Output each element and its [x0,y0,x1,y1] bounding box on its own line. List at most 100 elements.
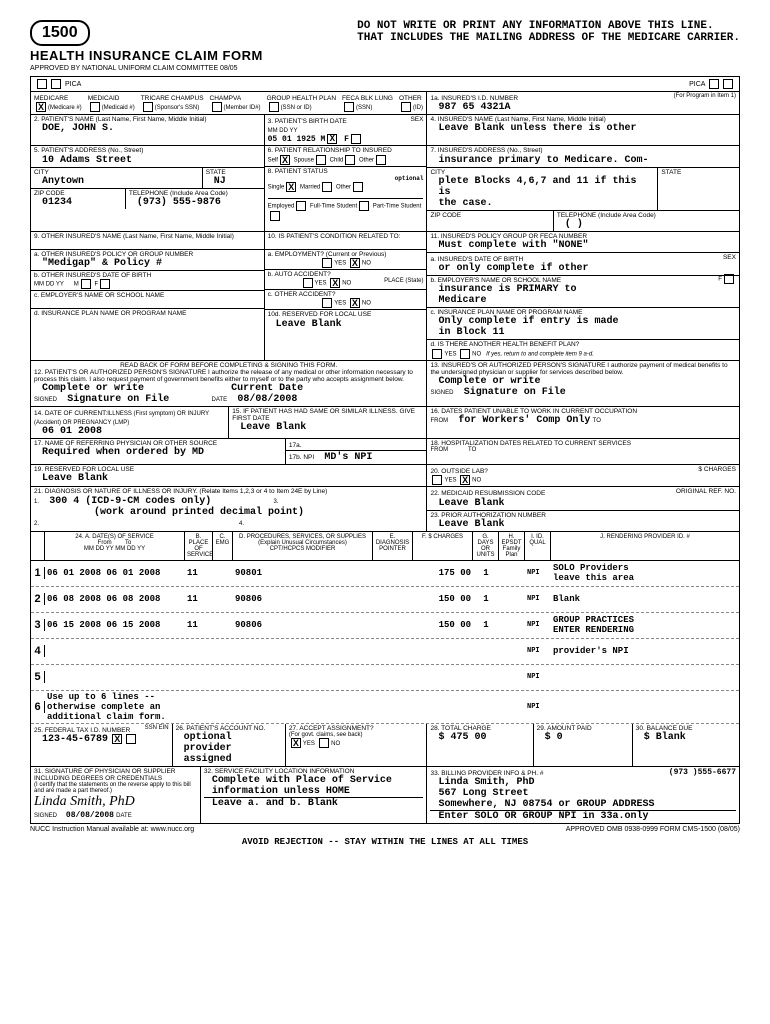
svc-dates[interactable] [45,676,185,678]
svc-h[interactable] [499,650,525,652]
tax-id[interactable]: 123-45-6789 [34,734,108,745]
patient-zip[interactable]: 01234 [34,197,122,208]
patient-city[interactable]: Anytown [34,176,199,187]
chk-sex-m[interactable]: X [327,134,337,144]
lbl-group: GROUP HEALTH PLAN [267,95,336,102]
chk-medicaid[interactable] [90,102,100,112]
chk-emp-no[interactable]: X [350,258,360,268]
svc-h[interactable] [499,676,525,678]
svc-emg[interactable] [213,676,233,678]
svc-dates[interactable]: 06 01 2008 06 01 2008 [45,567,185,579]
insured-name[interactable]: Leave Blank unless there is other [430,123,736,134]
svc-diag[interactable] [373,650,413,652]
svc-render[interactable]: GROUP PRACTICESENTER RENDERING [551,614,739,636]
svc-emg[interactable] [213,598,233,600]
chk-lab-no[interactable]: X [460,475,470,485]
diag1[interactable]: 300 4 (ICD-9-CM codes only) [41,496,211,507]
svc-emg[interactable] [213,650,233,652]
svc-h[interactable] [499,706,525,708]
insured-id[interactable]: 987 65 4321A [430,102,736,113]
chk-sex-f[interactable] [351,134,361,144]
svc-charge[interactable]: 150 00 [413,619,473,631]
chk-group[interactable] [269,102,279,112]
patient-name[interactable]: DOE, JOHN S. [34,123,261,134]
svc-emg[interactable] [213,624,233,626]
chk-single[interactable]: X [286,182,296,192]
svc-diag[interactable] [373,624,413,626]
svc-cpt[interactable]: 90806 [233,593,373,605]
svc-h[interactable] [499,572,525,574]
amt-paid[interactable]: 0 [557,732,563,743]
svc-h[interactable] [499,598,525,600]
svc-units[interactable] [473,676,499,678]
svc-render[interactable]: Blank [551,593,739,605]
svc-diag[interactable] [373,598,413,600]
svc-charge[interactable] [413,706,473,708]
chk-other-no[interactable]: X [350,298,360,308]
patient-sig[interactable]: Signature on File [59,394,169,405]
insured-sig[interactable]: Signature on File [456,387,566,398]
patient-street[interactable]: 10 Adams Street [34,155,261,166]
svc-pos[interactable]: 11 [185,619,213,631]
physician-sig[interactable]: Linda Smith, PhD [34,794,197,810]
svc-cpt[interactable]: 90806 [233,619,373,631]
chk-accept-yes[interactable]: X [291,738,301,748]
svc-emg[interactable] [213,706,233,708]
svc-charge[interactable]: 175 00 [413,567,473,579]
svc-pos[interactable] [185,650,213,652]
svc-h[interactable] [499,624,525,626]
other-policy[interactable]: "Medigap" & Policy # [34,258,261,269]
svc-charge[interactable]: 150 00 [413,593,473,605]
svc-render[interactable] [551,706,739,708]
svc-cpt[interactable] [233,706,373,708]
sig-date[interactable]: 08/08/2008 [229,394,297,405]
svc-render[interactable] [551,676,739,678]
svc-cpt[interactable] [233,676,373,678]
svc-charge[interactable] [413,676,473,678]
lbl-feca: FECA BLK LUNG [342,95,393,102]
billing-tel[interactable]: (973 )555-6677 [669,768,736,777]
svc-diag[interactable] [373,706,413,708]
svc-units[interactable]: 1 [473,593,499,605]
svc-diag[interactable] [373,572,413,574]
patient-state[interactable]: NJ [206,176,261,187]
total-charge[interactable]: 475 00 [450,732,486,743]
svc-units[interactable] [473,706,499,708]
policy-group[interactable]: Must complete with "NONE" [430,240,736,251]
chk-champva[interactable] [212,102,222,112]
svc-diag[interactable] [373,676,413,678]
billing-addr[interactable]: 567 Long Street [430,788,736,799]
chk-other[interactable] [401,102,411,112]
chk-ssn[interactable]: X [112,734,122,744]
svc-dates[interactable]: 06 08 2008 06 08 2008 [45,593,185,605]
chk-medicare[interactable]: X [36,102,46,112]
svc-dates[interactable]: 06 15 2008 06 15 2008 [45,619,185,631]
svc-render[interactable]: SOLO Providersleave this area [551,562,739,584]
svc-units[interactable] [473,650,499,652]
chk-tricare[interactable] [143,102,153,112]
svc-charge[interactable] [413,650,473,652]
phys-sig-date[interactable]: 08/08/2008 [66,811,114,820]
chk-auto-no[interactable]: X [330,278,340,288]
svc-pos[interactable] [185,706,213,708]
svc-pos[interactable]: 11 [185,567,213,579]
md-npi[interactable]: MD's NPI [316,452,372,463]
svc-emg[interactable] [213,572,233,574]
chk-feca[interactable] [344,102,354,112]
svc-render[interactable]: provider's NPI [551,645,739,657]
bal-due[interactable]: Blank [656,732,686,743]
patient-tel[interactable]: (973) 555-9876 [129,197,261,208]
referring-md[interactable]: Required when ordered by MD [34,447,282,458]
svc-pos[interactable]: 11 [185,593,213,605]
acct-no[interactable]: provider assigned [176,743,282,765]
date-current[interactable]: 06 01 2008 [34,426,225,437]
svc-units[interactable]: 1 [473,567,499,579]
svc-cpt[interactable] [233,650,373,652]
svc-dates[interactable] [45,650,185,652]
svc-dates[interactable]: Use up to 6 lines -- otherwise complete … [45,691,185,723]
chk-self[interactable]: X [280,155,290,165]
svc-pos[interactable] [185,676,213,678]
svc-cpt[interactable]: 90801 [233,567,373,579]
billing-name[interactable]: Linda Smith, PhD [430,777,736,788]
svc-units[interactable]: 1 [473,619,499,631]
